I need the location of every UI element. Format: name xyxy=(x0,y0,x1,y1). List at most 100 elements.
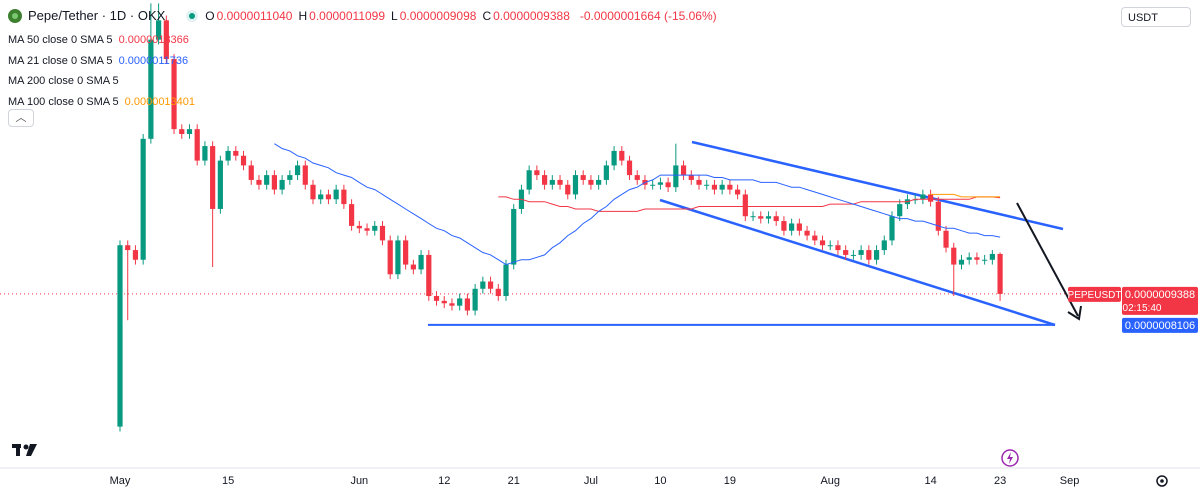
candle-body xyxy=(480,281,486,289)
candle-body xyxy=(271,175,277,190)
candle-body xyxy=(294,165,301,176)
candle-body xyxy=(341,189,347,205)
candle-body xyxy=(619,150,625,161)
candle-body xyxy=(897,204,903,217)
candle-body xyxy=(935,201,941,231)
candle-body xyxy=(318,194,324,200)
candle-body xyxy=(264,175,270,185)
candle-body xyxy=(765,216,772,219)
candle-body xyxy=(148,39,154,139)
countdown: 02:15:40 xyxy=(1123,303,1162,314)
candle-body xyxy=(742,194,748,217)
candle-body xyxy=(588,179,594,185)
candle-body xyxy=(827,245,833,247)
x-tick-label: 10 xyxy=(654,475,666,487)
trend-line xyxy=(691,140,1064,231)
candle-body xyxy=(549,179,555,185)
x-tick-label: May xyxy=(110,475,131,487)
candle-body xyxy=(858,250,864,255)
candle-body xyxy=(441,300,447,304)
candle-body xyxy=(997,253,1003,294)
arrow xyxy=(1016,202,1079,317)
candle-body xyxy=(727,184,733,190)
ma-line xyxy=(498,196,1001,212)
candle-body xyxy=(873,250,880,260)
candle-body xyxy=(372,225,378,231)
candle-body xyxy=(565,184,571,195)
candle-body xyxy=(210,146,216,209)
candle-body xyxy=(920,194,926,200)
candle-body xyxy=(132,250,139,260)
x-tick-label: Jul xyxy=(584,475,598,487)
candle-body xyxy=(966,257,972,260)
logo xyxy=(12,444,37,456)
trend-line xyxy=(659,198,1056,327)
x-tick-label: 15 xyxy=(222,475,234,487)
candle-body xyxy=(202,146,208,161)
events-icon[interactable] xyxy=(1001,449,1019,467)
candle-body xyxy=(881,240,887,251)
legend-value: 0.0000013401 xyxy=(124,95,196,108)
ohlc-value: 0.0000011099 xyxy=(309,8,386,23)
candle-body xyxy=(511,208,517,265)
candle-body xyxy=(958,259,965,265)
symbol-label: PEPEUSDT xyxy=(1068,290,1122,301)
candle-body xyxy=(750,216,756,218)
candle-body xyxy=(233,150,239,156)
candle-body xyxy=(758,216,764,219)
ohlc-key: L xyxy=(391,8,398,23)
legend-name: MA 21 close 0 SMA 5 xyxy=(8,54,113,67)
candle-body xyxy=(696,179,702,185)
candle-body xyxy=(812,235,818,241)
candle-body xyxy=(735,189,741,195)
legend-row: MA 200 close 0 SMA 5 xyxy=(8,71,195,92)
x-tick-label: 21 xyxy=(508,475,520,487)
candle-body xyxy=(240,155,247,166)
candle-body xyxy=(626,160,633,176)
x-tick-label: 23 xyxy=(994,475,1006,487)
candle-body xyxy=(974,257,980,260)
candle-body xyxy=(426,254,432,297)
ohlc-value: 0.0000009388 xyxy=(493,8,570,23)
candle-body xyxy=(943,230,949,248)
candle-body xyxy=(325,194,332,200)
candle-body xyxy=(464,298,470,311)
x-tick-label: 19 xyxy=(724,475,736,487)
candle-body xyxy=(650,184,656,186)
candle-body xyxy=(580,175,586,180)
ma-line xyxy=(930,193,1001,198)
level-label: 0.0000008106 xyxy=(1125,320,1195,332)
candle-body xyxy=(457,298,463,306)
ohlc-value: 0.0000009098 xyxy=(399,8,477,23)
candle-body xyxy=(850,254,856,256)
legend: MA 50 close 0 SMA 5 0.0000013366 MA 21 clo… xyxy=(8,30,195,112)
candle-body xyxy=(796,223,802,231)
currency: USDT xyxy=(1128,12,1158,24)
legend-row: MA 50 close 0 SMA 5 0.0000013366 xyxy=(8,30,195,51)
level-tag xyxy=(1122,317,1198,333)
candle-body xyxy=(680,165,687,176)
candle-body xyxy=(557,179,563,185)
candle-body xyxy=(688,175,694,180)
x-tick-label: Aug xyxy=(820,475,840,487)
candle-body xyxy=(711,184,718,190)
candle-body xyxy=(186,129,193,134)
settings-icon[interactable] xyxy=(1156,475,1168,487)
candle-body xyxy=(789,223,795,231)
symbol-tag xyxy=(1068,286,1121,302)
candle-body xyxy=(449,303,455,306)
candle-body xyxy=(989,253,995,260)
ohlc-value: 0.0000011040 xyxy=(216,8,293,23)
candle-body xyxy=(287,175,293,180)
ohlc: O 0.0000011040 H 0.0000011099 L 0.0000009098 C… xyxy=(205,9,574,23)
ma-line xyxy=(274,143,1001,266)
collapse-button[interactable]: ︿ xyxy=(8,109,34,127)
candle-body xyxy=(356,225,362,229)
currency-select[interactable]: USDT xyxy=(1121,7,1191,27)
candle-body xyxy=(534,170,540,176)
candle-body xyxy=(125,245,131,251)
legend-name: MA 100 close 0 SMA 5 xyxy=(8,95,119,108)
symbol[interactable]: Pepe/Tether · 1D · OKX xyxy=(28,8,166,23)
status-dot xyxy=(186,9,199,22)
